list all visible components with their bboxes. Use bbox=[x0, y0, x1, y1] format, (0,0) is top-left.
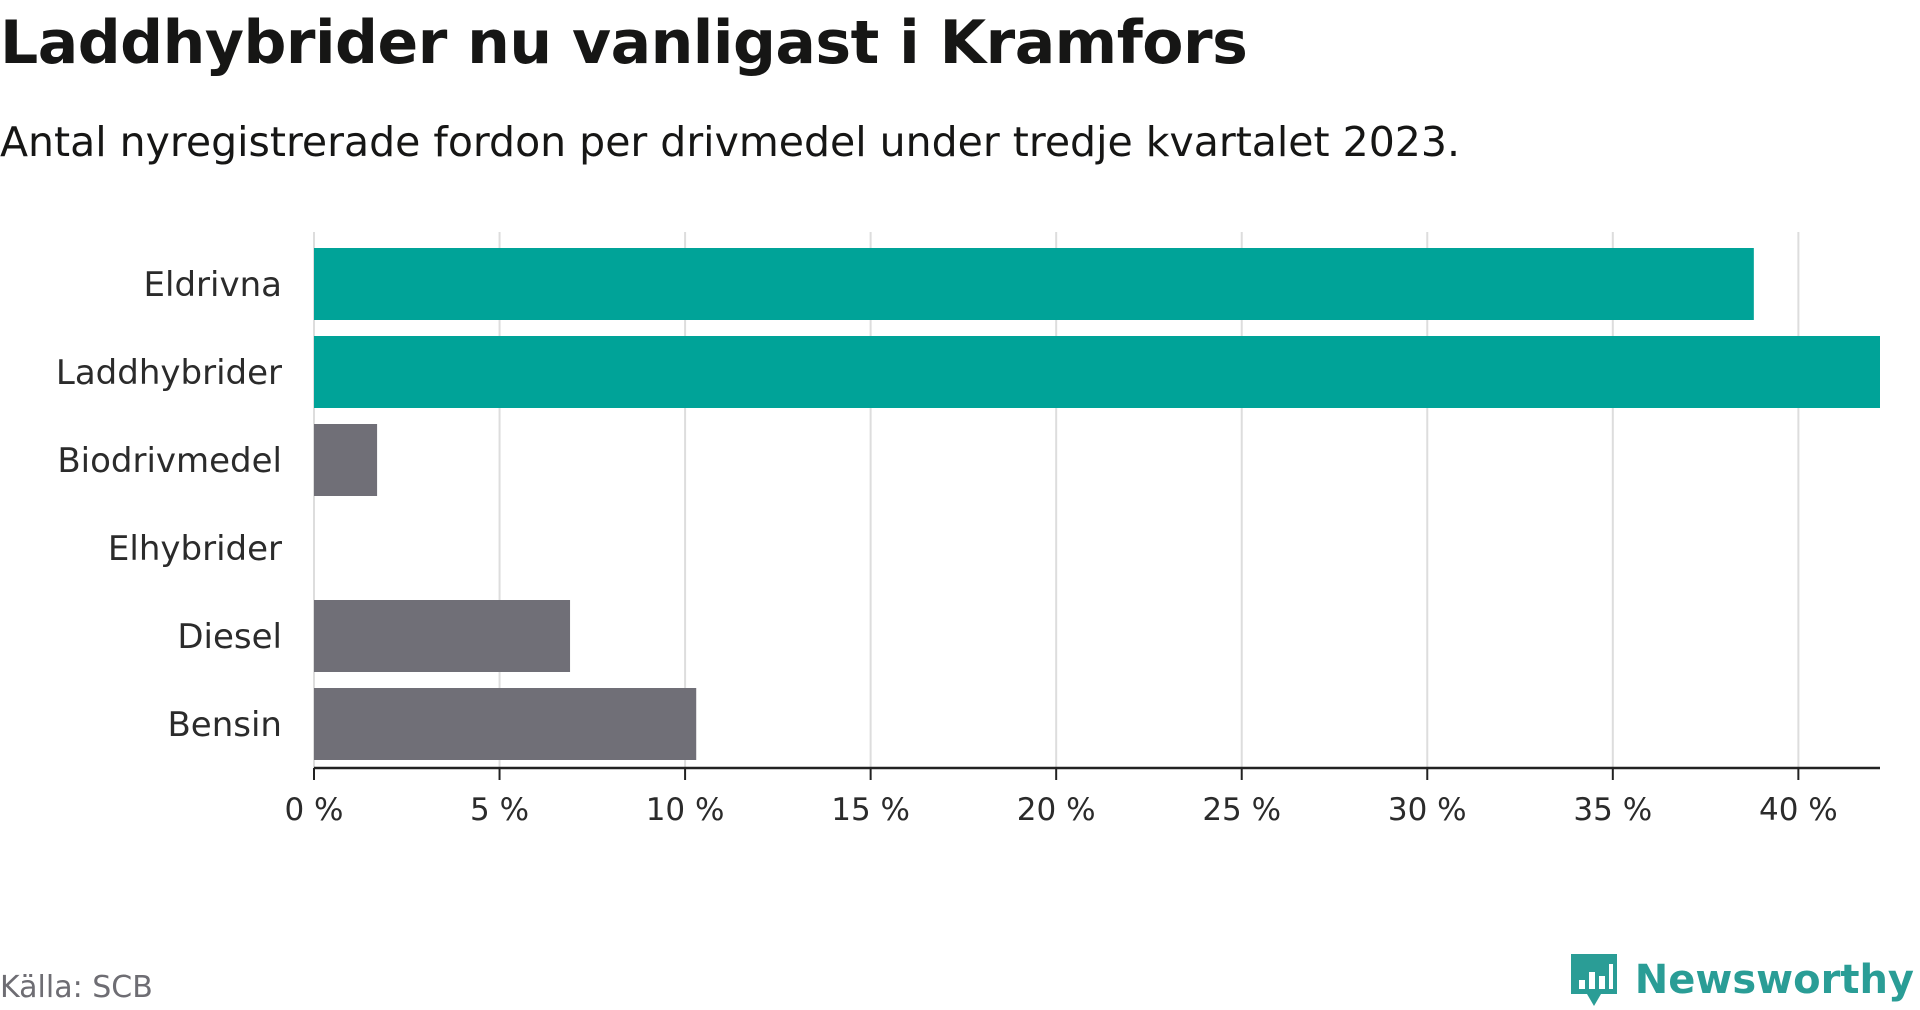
x-tick-label: 10 % bbox=[646, 792, 725, 828]
bar-eldrivna bbox=[314, 248, 1754, 320]
x-tick-label: 0 % bbox=[284, 792, 343, 828]
x-tick-label: 5 % bbox=[470, 792, 529, 828]
bars bbox=[314, 248, 1880, 760]
bar-chart: Eldrivna Laddhybrider Biodrivmedel Elhybrid… bbox=[56, 232, 1880, 828]
bar-laddhybrider bbox=[314, 336, 1880, 408]
bar-biodrivmedel bbox=[314, 424, 378, 496]
category-label: Diesel bbox=[177, 617, 282, 657]
category-label: Bensin bbox=[167, 705, 282, 745]
x-axis: 0 % 5 % 10 % 15 % 20 % 25 % 30 % 35 % 40 % bbox=[284, 766, 1880, 828]
chart-subtitle: Antal nyregistrerade fordon per drivmede… bbox=[0, 118, 1461, 166]
x-tick-label: 15 % bbox=[831, 792, 910, 828]
x-tick-label: 40 % bbox=[1759, 792, 1838, 828]
category-label: Biodrivmedel bbox=[57, 441, 282, 481]
category-label: Laddhybrider bbox=[56, 353, 282, 393]
gridlines bbox=[313, 232, 1800, 768]
chart-title: Laddhybrider nu vanligast i Kramfors bbox=[0, 8, 1248, 78]
source-note: Källa: SCB bbox=[0, 970, 153, 1005]
brand-name: Newsworthy bbox=[1634, 957, 1914, 1003]
bar-bensin bbox=[314, 688, 697, 760]
x-tick-label: 35 % bbox=[1573, 792, 1652, 828]
x-tick-label: 20 % bbox=[1017, 792, 1096, 828]
category-labels: Eldrivna Laddhybrider Biodrivmedel Elhybrid… bbox=[56, 265, 282, 745]
category-label: Elhybrider bbox=[108, 529, 282, 569]
category-label: Eldrivna bbox=[144, 265, 282, 305]
x-tick-label: 25 % bbox=[1202, 792, 1281, 828]
x-tick-label: 30 % bbox=[1388, 792, 1467, 828]
newsworthy-logo-icon bbox=[1570, 954, 1617, 1006]
bar-diesel bbox=[314, 600, 571, 672]
brand-logo: Newsworthy bbox=[1567, 950, 1914, 1010]
